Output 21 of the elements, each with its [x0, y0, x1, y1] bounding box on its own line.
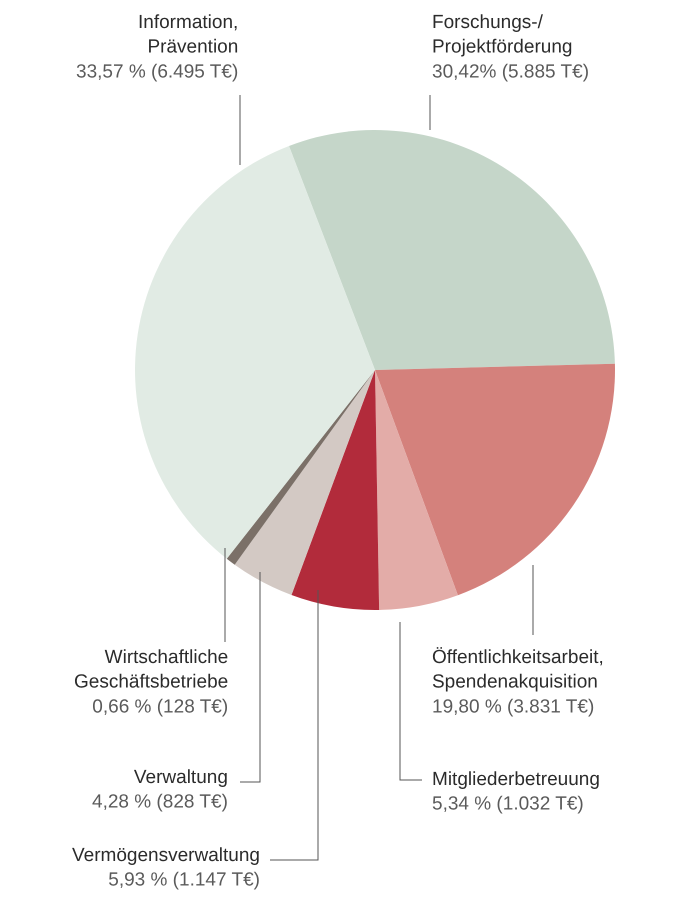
slice-label: Vermögensverwaltung	[72, 845, 260, 866]
slice-label: Öffentlichkeitsarbeit, Spendenakquisition	[432, 647, 604, 693]
data-label: 5,93 % (1.147 T€)	[108, 870, 260, 891]
data-label: 33,57 % (6.495 T€)	[76, 61, 238, 82]
slice-label: Verwaltung	[134, 767, 228, 788]
pie-slice	[226, 370, 375, 565]
slice-label: Mitgliederbetreuung	[432, 769, 600, 790]
slice-label: Wirtschaftliche Geschäftsbetriebe	[74, 647, 228, 693]
pie-slice	[291, 370, 380, 610]
data-label: 5,34 % (1.032 T€)	[432, 794, 584, 815]
data-label: 4,28 % (828 T€)	[92, 792, 228, 813]
data-label: 0,66 % (128 T€)	[92, 696, 228, 718]
pie-slice	[288, 130, 615, 370]
data-label: 19,80 % (3.831 T€)	[432, 696, 594, 718]
pie-slice	[234, 370, 375, 595]
data-label: 30,42% (5.885 T€)	[432, 61, 590, 82]
pie-slice	[375, 364, 615, 596]
pie-slice	[375, 370, 458, 610]
slice-label: Forschungs-/ Projektförderung	[432, 12, 572, 58]
pie-slice	[135, 146, 375, 559]
slice-label: Information, Prävention	[138, 12, 238, 58]
